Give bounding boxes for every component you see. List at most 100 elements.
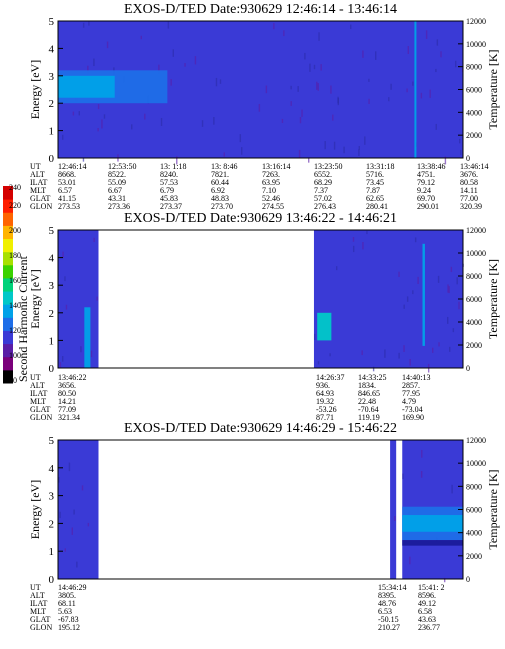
noise-pixel xyxy=(82,157,85,162)
orbit-row-label: UT xyxy=(30,162,41,171)
noise-pixel xyxy=(460,149,462,156)
noise-pixel xyxy=(313,64,316,70)
y-tick-label: 5 xyxy=(49,225,55,237)
orbit-value: 14.21 xyxy=(58,397,76,406)
noise-pixel xyxy=(290,85,292,90)
orbit-value: 169.90 xyxy=(402,413,424,422)
orbit-value: 9.24 xyxy=(417,186,431,195)
panel-title: EXOS-D/TED Date:930629 14:46:29 - 15:46:… xyxy=(124,421,397,436)
y-tick-label: 0 xyxy=(49,574,55,586)
noise-pixel xyxy=(223,152,225,157)
noise-pixel xyxy=(358,149,360,156)
noise-pixel xyxy=(317,361,320,365)
intensity-feature xyxy=(58,75,115,98)
noise-pixel xyxy=(406,88,408,93)
colorbar-tick: 160 xyxy=(9,276,21,285)
orbit-value: 273.53 xyxy=(58,202,80,211)
colorbar-block xyxy=(3,238,13,253)
noise-pixel xyxy=(93,58,95,67)
noise-pixel xyxy=(87,65,89,75)
y2-tick-label: 10000 xyxy=(466,249,486,258)
noise-pixel xyxy=(459,138,461,144)
noise-pixel xyxy=(443,577,446,583)
orbit-value: 280.41 xyxy=(366,202,388,211)
colorbar-block xyxy=(3,291,13,305)
noise-pixel xyxy=(93,237,95,243)
orbit-value: 273.37 xyxy=(160,202,182,211)
orbit-value: 8395. xyxy=(378,591,396,600)
y-tick-label: 3 xyxy=(49,280,55,292)
orbit-value: 63.95 xyxy=(262,178,280,187)
noise-pixel xyxy=(330,85,332,94)
orbit-value: 8668. xyxy=(58,170,76,179)
noise-pixel xyxy=(82,22,85,28)
noise-pixel xyxy=(368,78,370,82)
noise-pixel xyxy=(402,473,404,480)
y2-tick-label: 0 xyxy=(466,154,470,163)
noise-pixel xyxy=(73,509,75,515)
noise-pixel xyxy=(194,56,197,65)
colorbar-block xyxy=(3,225,13,240)
orbit-row-label: ALT xyxy=(30,170,45,179)
intensity-feature xyxy=(414,21,417,158)
noise-pixel xyxy=(458,301,460,310)
orbit-value: 14:26:37 xyxy=(316,373,344,382)
noise-pixel xyxy=(448,286,450,294)
orbit-value: 80.58 xyxy=(460,178,478,187)
y-axis-label: Energy [eV] xyxy=(28,480,42,539)
colorbar-tick: 180 xyxy=(9,251,21,260)
y-tick-label: 5 xyxy=(49,16,55,28)
orbit-value: 6552. xyxy=(314,170,332,179)
noise-pixel xyxy=(298,149,301,159)
y2-tick-label: 0 xyxy=(466,364,470,373)
noise-pixel xyxy=(103,114,106,119)
y2-tick-label: 6000 xyxy=(466,506,482,515)
y-tick-label: 3 xyxy=(49,491,55,503)
noise-pixel xyxy=(425,30,428,39)
noise-pixel xyxy=(201,120,204,127)
orbit-value: 22.48 xyxy=(358,397,376,406)
orbit-value: 936. xyxy=(316,381,330,390)
orbit-value: 6.57 xyxy=(58,186,72,195)
noise-pixel xyxy=(184,63,186,67)
noise-pixel xyxy=(335,266,338,271)
orbit-value: 7.10 xyxy=(262,186,276,195)
orbit-value: 68.11 xyxy=(58,599,76,608)
orbit-row-label: UT xyxy=(30,373,41,382)
y2-tick-label: 10000 xyxy=(466,459,486,468)
panel-title: EXOS-D/TED Date:930629 12:46:14 - 13:46:… xyxy=(124,2,397,17)
noise-pixel xyxy=(352,237,355,242)
noise-pixel xyxy=(429,89,431,98)
noise-pixel xyxy=(452,328,455,333)
data-span xyxy=(58,440,99,579)
y2-tick-label: 12000 xyxy=(466,226,486,235)
noise-pixel xyxy=(368,98,370,105)
noise-pixel xyxy=(97,104,100,110)
noise-pixel xyxy=(384,349,386,358)
spectrogram-data xyxy=(58,230,464,373)
spectrogram-panel: EXOS-D/TED Date:930629 12:46:14 - 13:46:… xyxy=(28,2,500,211)
orbit-value: 77.00 xyxy=(460,194,478,203)
colorbar-block xyxy=(3,199,13,213)
colorbar-block xyxy=(3,330,13,345)
orbit-row-label: GLAT xyxy=(30,405,51,414)
orbit-value: 57.02 xyxy=(314,194,332,203)
noise-pixel xyxy=(329,353,331,357)
noise-pixel xyxy=(320,64,322,71)
orbit-value: 14:33:25 xyxy=(358,373,386,382)
y2-tick-label: 4000 xyxy=(466,108,482,117)
orbit-value: 13: 1:18 xyxy=(160,162,186,171)
orbit-value: 7263. xyxy=(262,170,280,179)
orbit-value: 3656. xyxy=(58,381,76,390)
noise-pixel xyxy=(239,134,242,143)
noise-pixel xyxy=(88,21,90,26)
orbit-row-label: UT xyxy=(30,583,41,592)
noise-pixel xyxy=(90,350,93,358)
noise-pixel xyxy=(450,266,453,273)
orbit-row-label: ALT xyxy=(30,381,45,390)
y-axis-label: Energy [eV] xyxy=(28,269,42,328)
noise-pixel xyxy=(96,296,98,301)
colorbar-block xyxy=(3,186,13,200)
